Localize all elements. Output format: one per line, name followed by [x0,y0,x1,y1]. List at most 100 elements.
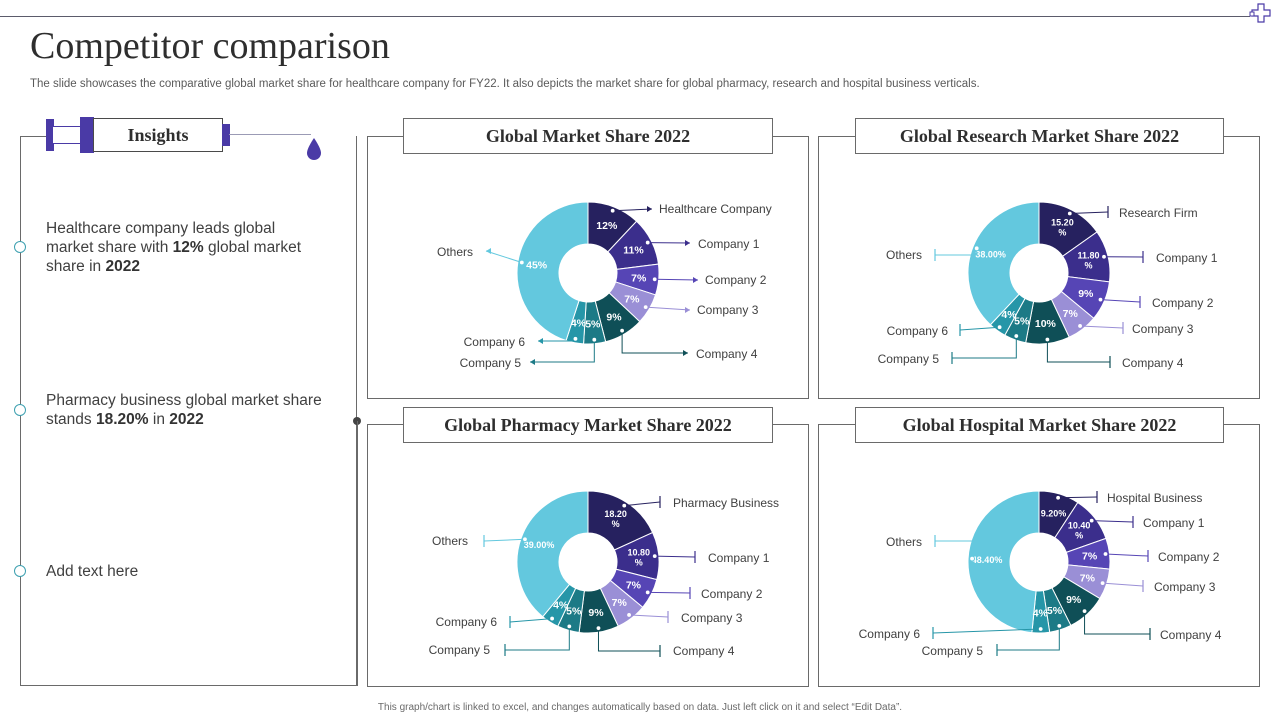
leader-line-0-4 [621,330,688,354]
connector-line [357,421,358,686]
slice-label-0-3: 7% [624,293,640,305]
droplet-icon [307,138,321,160]
leader-line-2-3 [629,614,669,618]
insights-frame-top [20,136,47,137]
slice-label-1-3: 7% [1063,308,1079,320]
category-label-0-7: Others [437,245,473,259]
category-label-0-4: Company 4 [696,347,758,361]
category-label-1-3: Company 3 [1132,322,1194,336]
category-label-2-4: Company 4 [673,644,735,658]
chart-panel-hospital [818,424,1260,687]
leader-dot-3-5 [1056,622,1063,629]
leader-dot-2-4 [595,625,602,632]
donut-slice-2-7 [516,490,589,618]
slice-label-0-0: 12% [596,220,618,232]
category-label-1-0: Research Firm [1119,206,1198,220]
leader-dot-3-4 [1081,608,1088,615]
leader-line-2-1 [654,555,696,558]
chart-title-hospital: Global Hospital Market Share 2022 [855,407,1224,443]
leader-line-1-2 [1100,299,1141,303]
slice-label-1-5: 5% [1014,315,1030,327]
leader-line-1-5 [952,336,1017,359]
leader-line-3-6 [932,628,1041,634]
leader-dot-2-1 [651,553,658,560]
leader-line-2-5 [505,626,570,651]
leader-line-1-3 [1080,325,1124,329]
leader-line-0-5 [530,339,595,363]
slice-label-2-7: 39.00% [524,540,555,550]
insight-bullet-3 [14,565,26,577]
leader-line-0-0 [612,208,653,212]
slice-label-2-0: 18.20% [604,509,627,529]
leader-line-0-7 [485,250,522,263]
slice-label-2-4: 9% [588,607,604,619]
donut-slice-1-7 [967,201,1040,326]
leader-line-3-3 [1102,582,1144,587]
category-label-2-1: Company 1 [708,551,770,565]
slice-label-3-4: 9% [1066,594,1082,606]
leader-line-2-0 [624,501,661,507]
leader-dot-3-6 [1037,626,1044,632]
leader-dot-1-1 [1101,253,1107,260]
leader-arrow-0-1 [685,240,690,246]
slice-label-2-1: 10.80% [628,548,651,568]
category-label-1-7: Others [886,248,922,262]
insight-text-1: Healthcare company leads global market s… [46,220,302,275]
slice-label-0-2: 7% [631,272,647,284]
category-label-3-5: Company 5 [922,644,984,658]
syringe-barrel-cap [80,117,94,153]
slice-label-3-0: 9.20% [1041,509,1067,519]
leader-arrow-0-6 [538,338,543,344]
slice-label-1-2: 9% [1078,288,1094,300]
slice-label-0-1: 11% [623,244,644,256]
leader-dot-0-1 [644,239,651,246]
top-rule [0,16,1250,17]
slice-label-0-6: 4% [571,318,587,330]
slice-label-2-3: 7% [612,597,628,609]
slice-label-1-6: 4% [1001,309,1017,321]
slice-label-2-2: 7% [626,580,642,592]
syringe-needle [229,134,311,135]
leader-line-3-5 [997,625,1060,651]
leader-arrow-0-5 [530,359,535,365]
leader-dot-1-3 [1077,323,1083,329]
slice-label-1-1: 11.80% [1077,251,1099,271]
leader-dot-1-6 [996,324,1003,331]
insight-bullet-2 [14,404,26,416]
category-label-3-2: Company 2 [1158,550,1220,564]
slice-label-2-6: 4% [553,600,569,612]
leader-arrow-0-3 [685,307,690,313]
leader-dot-2-7 [522,536,528,543]
leader-line-3-7 [935,540,973,559]
category-label-3-1: Company 1 [1143,516,1205,530]
chart-title-pharmacy: Global Pharmacy Market Share 2022 [403,407,773,443]
category-label-1-6: Company 6 [887,324,949,338]
leader-dot-0-3 [642,304,649,311]
leader-arrow-0-0 [647,206,652,212]
category-label-3-0: Hospital Business [1107,491,1202,505]
insight-text-2: Pharmacy business global market share st… [46,392,322,428]
category-label-1-2: Company 2 [1152,296,1214,310]
chart-panel-global [367,136,809,399]
leader-dot-0-2 [651,276,658,283]
category-label-0-0: Healthcare Company [659,202,772,216]
slice-label-1-0: 15.20% [1051,218,1074,238]
leader-line-3-1 [1091,520,1134,523]
category-label-2-5: Company 5 [429,643,491,657]
leader-dot-1-2 [1097,296,1104,303]
leader-dot-2-6 [549,615,555,622]
insight-text-3: Add text here [46,563,139,580]
leader-dot-2-5 [566,623,573,630]
category-label-3-3: Company 3 [1154,580,1216,594]
category-label-3-6: Company 6 [859,627,921,641]
leader-line-2-6 [509,618,553,623]
leader-dot-3-3 [1099,580,1106,587]
category-label-1-5: Company 5 [878,352,940,366]
leader-line-0-3 [645,306,691,311]
leader-line-3-4 [1084,611,1150,635]
leader-line-1-0 [1069,211,1109,214]
page-title: Competitor comparison [30,25,390,67]
leader-dot-2-3 [626,612,632,618]
leader-dot-1-0 [1066,210,1073,217]
chart-title-global: Global Market Share 2022 [403,118,773,154]
